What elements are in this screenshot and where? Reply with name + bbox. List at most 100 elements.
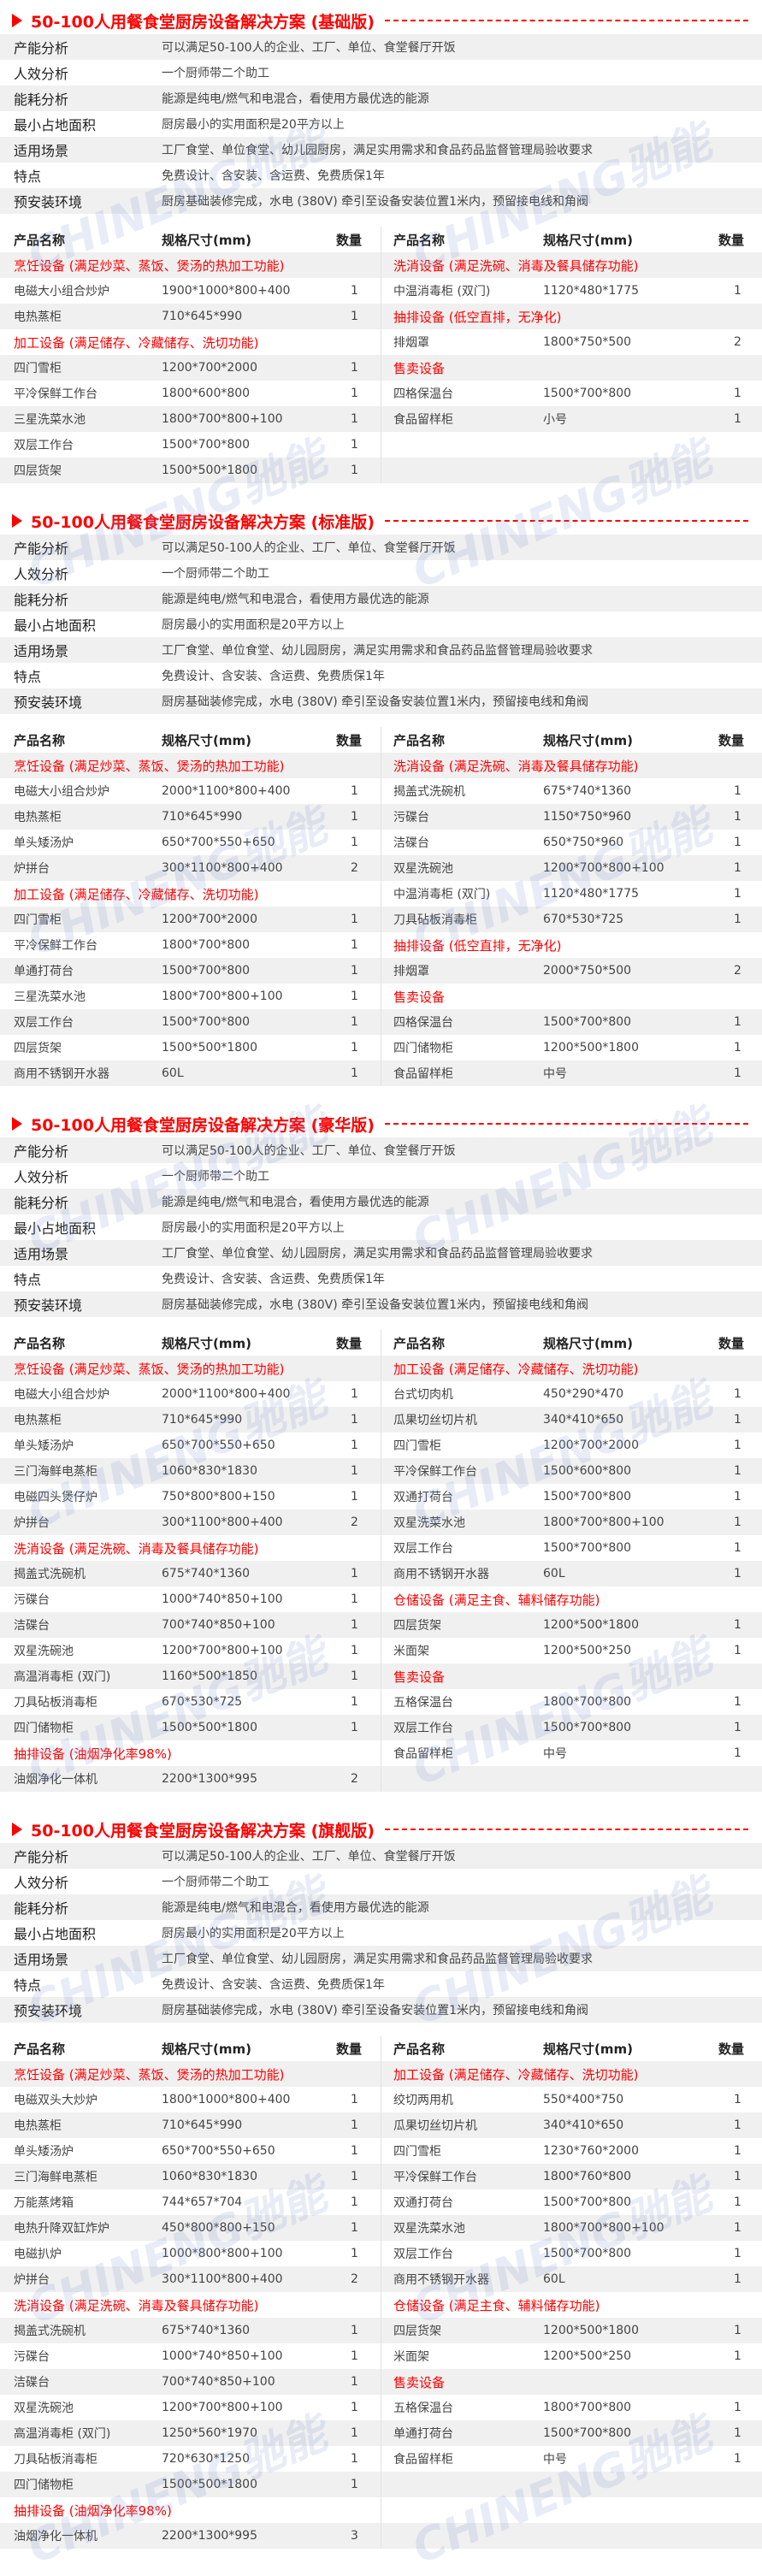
product-spec: 300*1100*800+400 [162,861,283,875]
product-spec: 1800*600*800 [162,387,251,400]
product-name: 五格保温台 [393,2402,453,2415]
product-qty: 1 [351,2247,358,2260]
table-cell-group: 双层工作台 1500*700*800 1 [381,1715,762,1740]
table-row: 炉拼台 300*1100*800+400 2 双星洗菜水池 1800*700*800+1… [0,1510,762,1535]
product-spec: 1200*500*1800 [543,1618,639,1632]
category-heading: 售卖设备 [393,989,446,1005]
product-name: 单通打荷台 [393,2427,453,2441]
info-row: 能耗分析 能源是纯电/燃气和电混合，看使用方最优选的能源 [0,1894,762,1920]
product-spec: 650*700*550+650 [162,1439,275,1452]
table-cell-group: 单通打荷台 1500*700*800 1 [0,958,381,984]
table-cell-group: 米面架 1200*500*250 1 [381,1638,762,1663]
product-qty: 1 [734,1746,741,1760]
product-qty: 1 [734,1041,741,1055]
product-name: 洁碟台 [393,836,429,850]
table-cell-group: 瓜果切丝切片机 340*410*650 1 [381,2112,762,2138]
info-row: 能耗分析 能源是纯电/燃气和电混合，看使用方最优选的能源 [0,1189,762,1214]
solution-section: 50-100人用餐食堂厨房设备解决方案 (旗舰版) 产能分析 可以满足50-100人… [0,1816,762,2549]
product-qty: 1 [351,2324,358,2337]
product-spec: 1200*500*1800 [543,2324,639,2337]
product-spec: 710*645*990 [162,310,243,323]
product-spec: 小号 [543,413,567,427]
table-cell-group: 烹饪设备 (满足炒菜、蒸饭、煲汤的热加工功能) [0,1356,381,1381]
info-label: 适用场景 [14,1246,69,1262]
product-name: 中温消毒柜 (双门) [393,285,491,298]
product-name: 四门储物柜 [14,2479,74,2492]
category-heading: 烹饪设备 (满足炒菜、蒸饭、煲汤的热加工功能) [14,1361,285,1377]
product-name: 电磁大小组合炒炉 [14,285,109,298]
product-name: 商用不锈钢开水器 [14,1067,109,1081]
product-name: 台式切肉机 [393,1388,453,1402]
info-value: 厨房最小的实用面积是20平方以上 [162,618,345,632]
header-spec: 规格尺寸(mm) [543,732,633,748]
category-heading: 抽排设备 (低空直排，无净化) [393,937,562,954]
table-cell-group: 排烟罩 2000*750*500 2 [381,958,762,984]
table-cell-group: 油烟净化一体机 2200*1300*995 2 [0,1766,381,1792]
table-cell-group: 双星洗碗池 1200*700*800+100 1 [0,2395,381,2420]
header-name: 产品名称 [393,1335,446,1351]
product-spec: 450*290*470 [543,1387,624,1401]
product-name: 三门海鲜电蒸柜 [14,2171,97,2184]
product-qty: 1 [351,2093,358,2106]
product-qty: 1 [351,1721,358,1734]
table-cell-group: 高温消毒柜 (双门) 1250*560*1970 1 [0,2420,381,2446]
product-spec: 1000*740*850+100 [162,1592,283,1606]
product-qty: 1 [351,2452,358,2466]
product-spec: 60L [543,2272,565,2286]
table-cell-group: 电热蒸柜 710*645*990 1 [0,2112,381,2138]
product-name: 排烟罩 [393,336,429,350]
product-spec: 1800*750*500 [543,335,632,349]
table-row: 单头矮汤炉 650*700*550+650 1 四门雪柜 1200*700*2000 1 [0,1433,762,1458]
product-name: 四门雪柜 [393,1439,441,1453]
table-cell-group: 平冷保鲜工作台 1800*760*800 1 [381,2164,762,2189]
info-value: 厨房基础装修完成，水电 (380V) 牵引至设备安装位置1米内，预留接电线和角阀 [162,695,589,709]
table-row: 洁碟台 700*740*850+100 1 四层货架 1200*500*1800 1 [0,1612,762,1638]
product-spec: 550*400*750 [543,2093,624,2106]
header-qty: 数量 [336,1335,363,1351]
solution-section: 50-100人用餐食堂厨房设备解决方案 (基础版) 产能分析 可以满足50-100人… [0,7,762,483]
product-qty: 2 [734,964,741,978]
info-row: 适用场景 工厂食堂、单位食堂、幼儿园厨房，满足实用需求和食品药品监督管理局验收要求 [0,137,762,162]
product-spec: 2200*1300*995 [162,2529,257,2543]
product-qty: 1 [734,1644,741,1657]
category-heading: 仓储设备 (满足主食、辅料储存功能) [393,1592,600,1608]
product-spec: 1500*700*800 [543,387,632,400]
table-row: 电热蒸柜 710*645*990 1 污碟台 1150*750*960 1 [0,804,762,830]
table-cell-group: 四门储物柜 1500*500*1800 1 [0,2472,381,2497]
table-cell-group [381,2472,762,2497]
table-cell-group: 仓储设备 (满足主食、辅料储存功能) [381,2292,762,2318]
category-heading: 抽排设备 (低空直排，无净化) [393,309,562,325]
table-row: 四门储物柜 1500*500*1800 1 [0,2472,762,2497]
info-label: 人效分析 [14,66,69,82]
table-cell-group [381,432,762,458]
table-row: 烹饪设备 (满足炒菜、蒸饭、煲汤的热加工功能) 加工设备 (满足储存、冷藏储存、洗… [0,1356,762,1381]
product-name: 电磁大小组合炒炉 [14,1388,109,1402]
product-name: 刀具砧板消毒柜 [14,1696,97,1710]
category-heading: 售卖设备 [393,1669,446,1685]
product-spec: 60L [162,1066,184,1080]
info-row: 特点 免费设计、含安装、含运费、免费质保1年 [0,162,762,188]
product-spec: 中号 [543,1747,567,1761]
table-row: 电磁大小组合炒炉 1900*1000*800+400 1 中温消毒柜 (双门) 1120… [0,278,762,304]
table-cell-group: 四层货架 1500*500*1800 1 [0,458,381,483]
product-qty: 1 [734,2118,741,2132]
table-cell-group: 抽排设备 (低空直排，无净化) [381,304,762,329]
product-qty: 1 [734,2221,741,2235]
info-row: 人效分析 一个厨师带二个助工 [0,560,762,586]
category-heading: 加工设备 (满足储存、冷藏储存、洗切功能) [14,886,259,902]
product-name: 万能蒸烤箱 [14,2196,74,2210]
product-qty: 1 [351,1618,358,1632]
table-row: 平冷保鲜工作台 1800*700*800 1 抽排设备 (低空直排，无净化) [0,932,762,958]
table-row: 抽排设备 (油烟净化率98%) [0,2497,762,2523]
table-cell-group: 电磁扒炉 1000*800*800+100 1 [0,2241,381,2266]
table-cell-group: 双星洗碗池 1200*700*800+100 1 [0,1638,381,1663]
product-spec: 650*750*960 [543,836,624,849]
product-spec: 1500*700*800 [162,438,251,452]
table-cell-group: 台式切肉机 450*290*470 1 [381,1381,762,1407]
product-qty: 1 [351,2349,358,2363]
section-title: 50-100人用餐食堂厨房设备解决方案 (豪华版) [0,1110,762,1137]
table-cell-group: 电磁大小组合炒炉 2000*1100*800+400 1 [0,778,381,804]
product-qty: 1 [351,2478,358,2491]
info-row: 预安装环境 厨房基础装修完成，水电 (380V) 牵引至设备安装位置1米内，预留接… [0,1997,762,2023]
product-qty: 1 [734,2452,741,2466]
